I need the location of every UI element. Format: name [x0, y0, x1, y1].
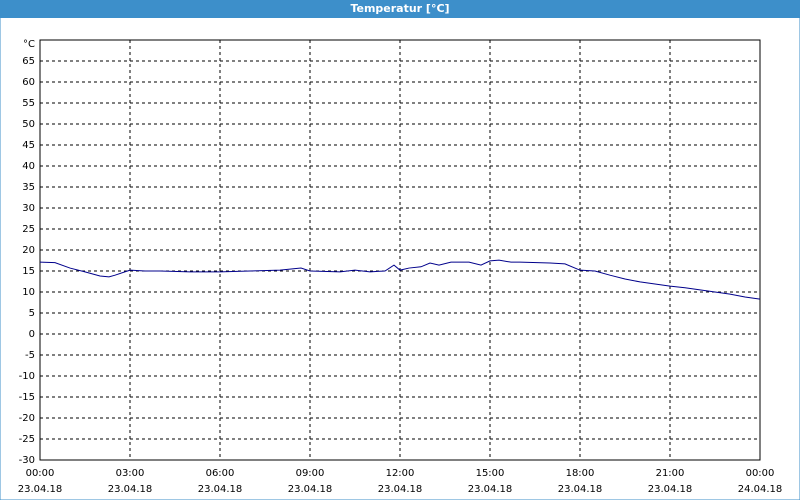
- y-tick-label: -10: [19, 371, 35, 382]
- y-tick-label: 30: [22, 203, 35, 214]
- x-tick-label: 03:00: [116, 468, 145, 479]
- x-tick-label: 12:00: [386, 468, 415, 479]
- y-tick-label: 5: [29, 308, 35, 319]
- x-tick-label: 00:00: [26, 468, 55, 479]
- y-tick-label: 65: [22, 56, 35, 67]
- x-tick-date: 23.04.18: [108, 484, 153, 495]
- x-tick-date: 23.04.18: [18, 484, 63, 495]
- x-tick-date: 23.04.18: [648, 484, 693, 495]
- y-tick-label: 50: [22, 119, 35, 130]
- y-tick-label: -15: [19, 392, 35, 403]
- plot-frame: [39, 39, 761, 461]
- y-unit: °C: [23, 39, 35, 50]
- y-tick-label: -25: [19, 434, 35, 445]
- x-tick-label: 21:00: [656, 468, 685, 479]
- x-tick-date: 24.04.18: [738, 484, 783, 495]
- y-tick-label: -20: [19, 413, 35, 424]
- y-tick-label: 10: [22, 287, 35, 298]
- x-tick-label: 09:00: [296, 468, 325, 479]
- y-tick-label: 60: [22, 77, 35, 88]
- y-tick-label: 0: [29, 329, 35, 340]
- x-tick-label: 00:00: [746, 468, 775, 479]
- y-tick-label: 45: [22, 140, 35, 151]
- x-tick-label: 15:00: [476, 468, 505, 479]
- chart-title: Temperatur [°C]: [350, 2, 449, 15]
- x-tick-date: 23.04.18: [288, 484, 333, 495]
- y-tick-label: 25: [22, 224, 35, 235]
- line-series: [39, 259, 761, 300]
- y-tick-label: 20: [22, 245, 35, 256]
- y-tick-label: 40: [22, 161, 35, 172]
- title-bar: [0, 0, 800, 18]
- y-tick-label: 15: [22, 266, 35, 277]
- y-tick-label: 55: [22, 98, 35, 109]
- y-tick-label: 35: [22, 182, 35, 193]
- x-tick-date: 23.04.18: [468, 484, 513, 495]
- x-tick-date: 23.04.18: [378, 484, 423, 495]
- x-tick-date: 23.04.18: [198, 484, 243, 495]
- y-tick-label: -30: [19, 455, 35, 466]
- x-tick-date: 23.04.18: [558, 484, 603, 495]
- x-tick-label: 06:00: [206, 468, 235, 479]
- x-tick-label: 18:00: [566, 468, 595, 479]
- y-tick-label: -5: [25, 350, 35, 361]
